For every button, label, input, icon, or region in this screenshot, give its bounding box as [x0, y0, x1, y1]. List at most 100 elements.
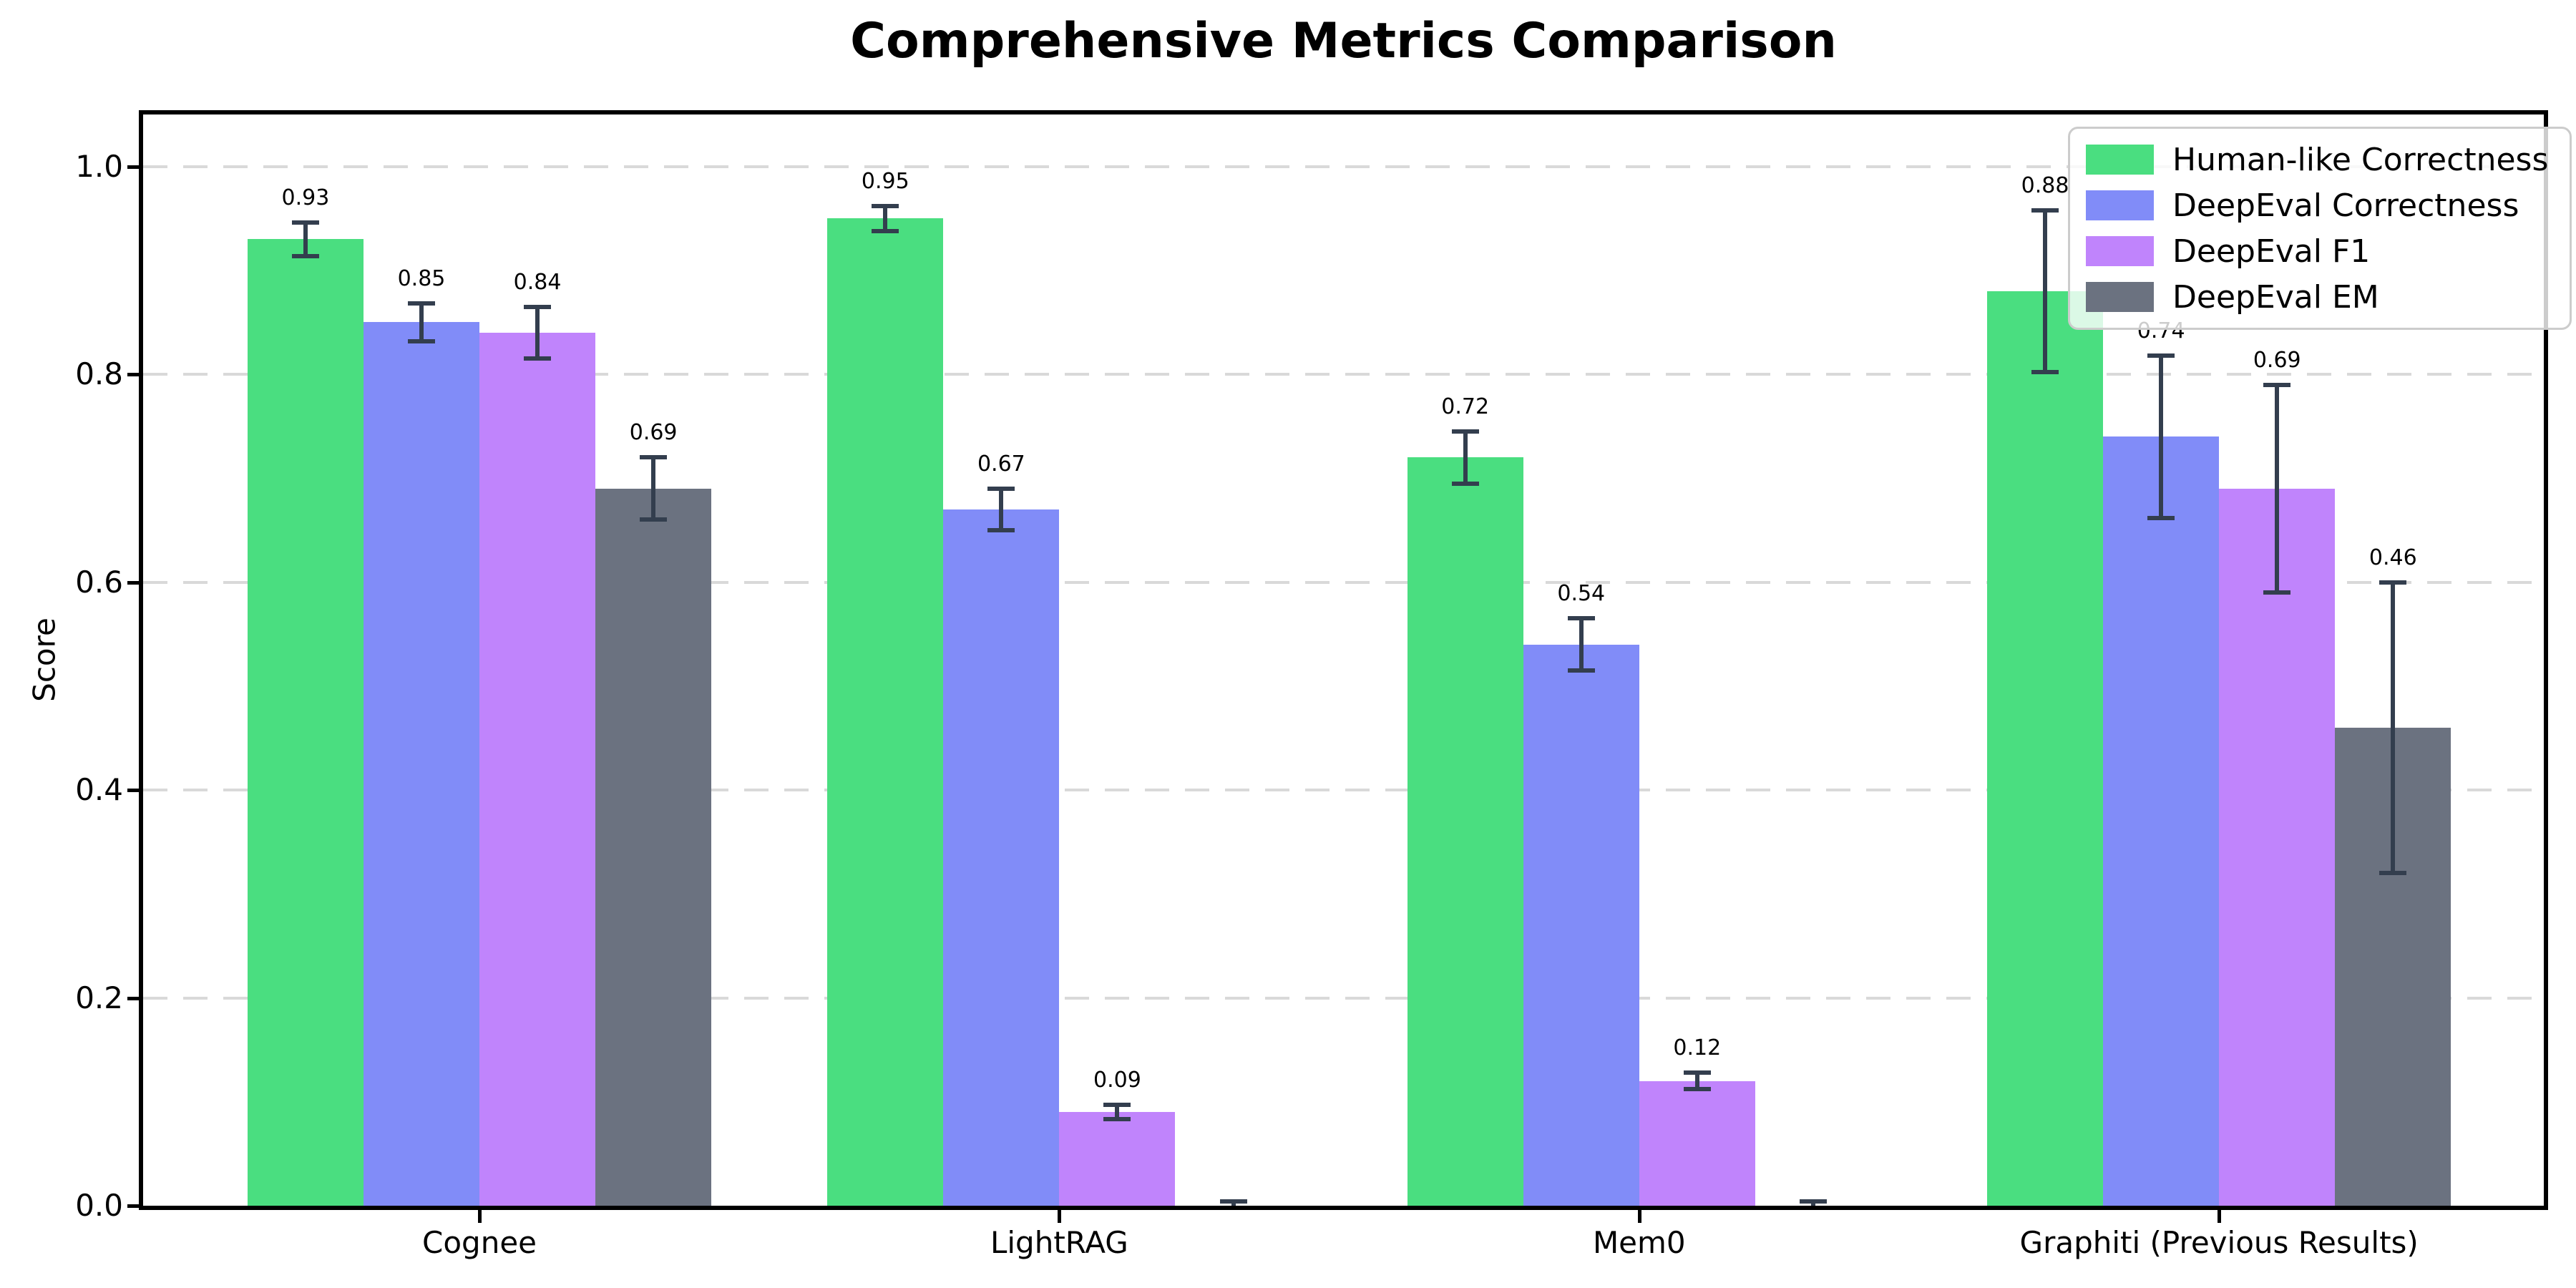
legend: Human-like Correctness DeepEval Correctne…	[2068, 127, 2572, 330]
bar	[1523, 644, 1639, 1206]
error-bar	[535, 306, 540, 359]
value-label: 0.84	[513, 269, 562, 295]
error-bar-cap	[872, 203, 899, 208]
error-bar-cap	[1799, 1199, 1827, 1204]
bar	[943, 509, 1060, 1206]
value-label: 0.95	[861, 168, 909, 194]
error-bar	[303, 223, 308, 256]
value-label: 0.85	[397, 266, 446, 292]
gridline	[143, 789, 2544, 792]
error-bar	[1463, 431, 1468, 484]
bar	[2103, 436, 2220, 1206]
error-bar	[2159, 355, 2164, 518]
error-bar-cap	[1567, 668, 1595, 673]
y-axis-label: Score	[26, 618, 62, 702]
y-tick-mark	[127, 789, 143, 793]
error-bar-cap	[2147, 353, 2175, 358]
bar	[1639, 1080, 1755, 1206]
error-bar-cap	[2379, 871, 2407, 876]
error-bar-cap	[2031, 208, 2059, 213]
error-bar-cap	[987, 527, 1015, 532]
y-tick-mark	[127, 165, 143, 169]
y-tick-label: 0.0	[75, 1188, 123, 1223]
error-bar	[883, 205, 888, 231]
legend-label: DeepEval Correctness	[2172, 187, 2519, 224]
value-label: 0.46	[2368, 545, 2417, 570]
error-bar	[1579, 618, 1584, 670]
value-label: 0.54	[1557, 581, 1606, 607]
legend-swatch	[2086, 190, 2154, 220]
error-bar	[2043, 210, 2048, 373]
chart-title: Comprehensive Metrics Comparison	[850, 13, 1837, 69]
error-bar-cap	[2379, 580, 2407, 585]
error-bar	[419, 303, 424, 341]
legend-swatch	[2086, 282, 2154, 312]
error-bar-cap	[524, 356, 552, 361]
x-tick-mark	[1637, 1210, 1641, 1223]
x-tick-mark	[478, 1210, 482, 1223]
gridline	[143, 996, 2544, 1000]
value-label: 0.67	[977, 451, 1025, 477]
legend-item: DeepEval Correctness	[2086, 186, 2548, 225]
x-tick-label: Graphiti (Previous Results)	[2019, 1225, 2419, 1260]
gridline	[143, 373, 2544, 376]
error-bar-cap	[407, 338, 435, 343]
x-tick-label: Cognee	[422, 1225, 537, 1260]
value-label: 0.69	[2253, 347, 2301, 373]
gridline	[143, 580, 2544, 584]
error-bar-cap	[1567, 616, 1595, 621]
bar	[363, 322, 479, 1206]
error-bar	[999, 488, 1004, 530]
error-bar	[651, 457, 656, 520]
bar	[1407, 457, 1523, 1206]
error-bar	[2275, 384, 2280, 593]
y-tick-label: 0.2	[75, 980, 123, 1015]
x-tick-label: Mem0	[1592, 1225, 1686, 1260]
x-tick-label: LightRAG	[990, 1225, 1128, 1260]
error-bar	[1115, 1105, 1120, 1120]
error-bar-cap	[2031, 370, 2059, 375]
error-bar-cap	[1219, 1199, 1247, 1204]
value-label: 0.09	[1093, 1068, 1141, 1093]
error-bar-cap	[291, 220, 319, 225]
error-bar-cap	[987, 486, 1015, 491]
error-bar-cap	[1451, 481, 1479, 486]
value-label: 0.69	[629, 420, 678, 446]
value-label: 0.12	[1673, 1035, 1722, 1061]
bar	[595, 488, 712, 1206]
bar	[247, 239, 364, 1206]
gridline	[143, 165, 2544, 168]
error-bar	[1694, 1073, 1699, 1090]
y-tick-mark	[127, 580, 143, 585]
legend-label: Human-like Correctness	[2172, 141, 2549, 178]
legend-label: DeepEval EM	[2172, 278, 2379, 316]
value-label: 0.93	[281, 185, 330, 211]
y-tick-label: 0.4	[75, 772, 123, 808]
error-bar-cap	[1683, 1087, 1711, 1092]
y-tick-mark	[127, 373, 143, 377]
error-bar-cap	[640, 455, 668, 460]
error-bar-cap	[407, 301, 435, 306]
bar	[827, 218, 944, 1206]
error-bar-cap	[1103, 1103, 1131, 1108]
error-bar-cap	[291, 253, 319, 258]
legend-item: Human-like Correctness	[2086, 140, 2548, 179]
error-bar-cap	[1451, 429, 1479, 434]
x-tick-mark	[2218, 1210, 2222, 1223]
error-bar-cap	[2147, 515, 2175, 520]
error-bar-cap	[2263, 382, 2291, 387]
legend-item: DeepEval EM	[2086, 278, 2548, 316]
error-bar-cap	[872, 228, 899, 233]
error-bar-cap	[2263, 590, 2291, 595]
value-label: 0.72	[1441, 394, 1490, 419]
bar	[479, 333, 596, 1206]
legend-item: DeepEval F1	[2086, 232, 2548, 270]
bar	[2219, 488, 2336, 1206]
y-tick-label: 0.6	[75, 564, 123, 600]
y-tick-label: 0.8	[75, 356, 123, 392]
legend-swatch	[2086, 236, 2154, 266]
legend-swatch	[2086, 145, 2154, 175]
bar	[1059, 1112, 1176, 1206]
y-tick-label: 1.0	[75, 148, 123, 184]
